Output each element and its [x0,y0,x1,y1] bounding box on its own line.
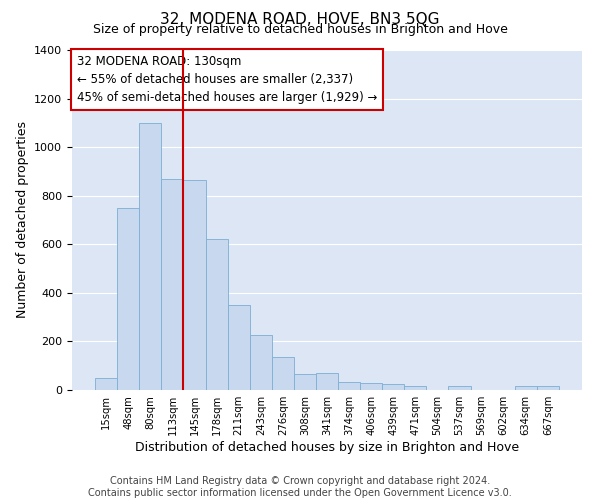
Bar [382,384,404,390]
Bar [117,208,139,390]
Text: Contains HM Land Registry data © Crown copyright and database right 2024.
Contai: Contains HM Land Registry data © Crown c… [88,476,512,498]
Bar [206,240,227,390]
Bar [338,382,360,390]
Bar [360,382,382,390]
Bar [316,373,338,390]
Bar [448,386,470,390]
Bar [139,123,161,390]
Text: Size of property relative to detached houses in Brighton and Hove: Size of property relative to detached ho… [92,22,508,36]
Bar [250,336,272,390]
Bar [537,386,559,390]
Text: 32, MODENA ROAD, HOVE, BN3 5QG: 32, MODENA ROAD, HOVE, BN3 5QG [160,12,440,28]
Bar [294,374,316,390]
Text: 32 MODENA ROAD: 130sqm
← 55% of detached houses are smaller (2,337)
45% of semi-: 32 MODENA ROAD: 130sqm ← 55% of detached… [77,55,377,104]
Bar [184,180,206,390]
Bar [404,386,427,390]
X-axis label: Distribution of detached houses by size in Brighton and Hove: Distribution of detached houses by size … [135,441,519,454]
Bar [515,386,537,390]
Bar [272,357,294,390]
Bar [227,305,250,390]
Bar [161,178,184,390]
Y-axis label: Number of detached properties: Number of detached properties [16,122,29,318]
Bar [95,378,117,390]
